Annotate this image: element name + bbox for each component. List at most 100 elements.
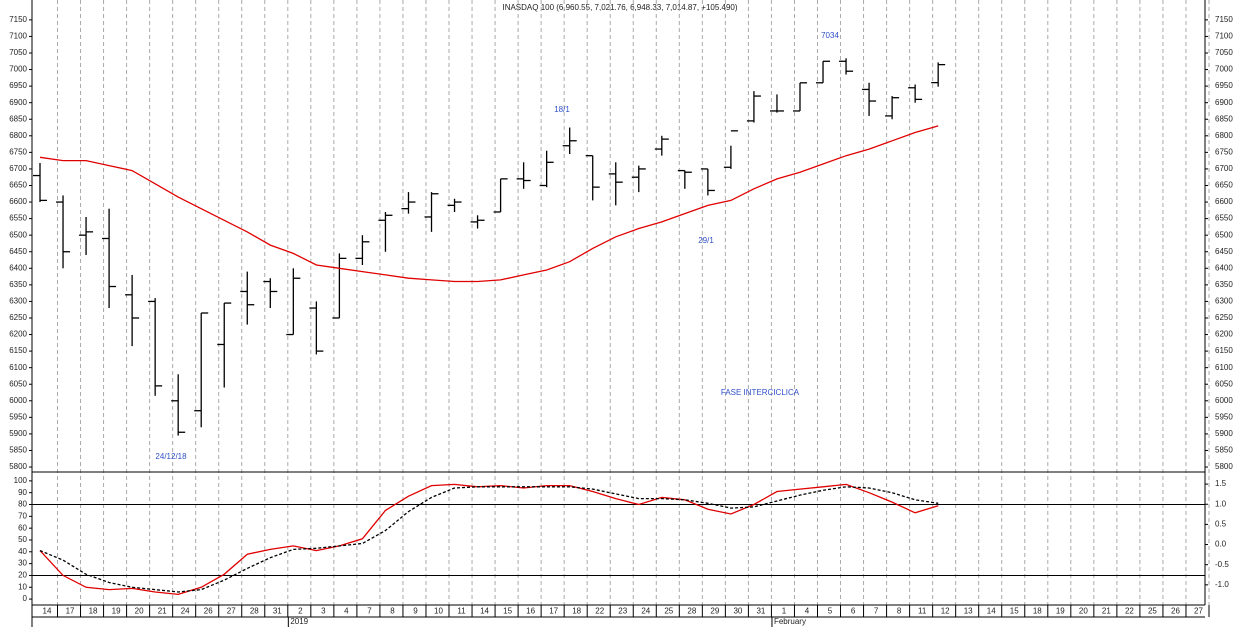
annotation: 24/12/18 xyxy=(155,452,187,461)
x-group-label: February xyxy=(774,617,806,626)
y-tick-label: 6550 xyxy=(9,214,27,223)
y-tick-label: 7000 xyxy=(1215,65,1233,74)
x-tick-label: 7 xyxy=(367,607,372,616)
y-tick-label: 6750 xyxy=(1215,147,1233,156)
annotation: 29/1 xyxy=(698,236,714,245)
y-tick-label: 6800 xyxy=(1215,131,1233,140)
y-tick-label: 7150 xyxy=(9,15,27,24)
y-tick-label: 5950 xyxy=(9,412,27,421)
y-tick-label: 5900 xyxy=(1215,429,1233,438)
x-group-label: 2019 xyxy=(290,617,308,626)
y-tick-label: 100 xyxy=(14,476,28,485)
x-tick-label: 25 xyxy=(664,607,673,616)
y-tick-label: 6450 xyxy=(9,247,27,256)
y-tick-label: 6200 xyxy=(9,330,27,339)
y-tick-label: 6300 xyxy=(1215,297,1233,306)
x-tick-label: 2 xyxy=(298,607,303,616)
x-tick-label: 14 xyxy=(43,607,52,616)
y-tick-label: 5800 xyxy=(1215,462,1233,471)
annotation: 7034 xyxy=(821,31,839,40)
x-tick-label: 24 xyxy=(181,607,190,616)
y-tick-label: 40 xyxy=(18,547,27,556)
y-tick-label: 6550 xyxy=(1215,214,1233,223)
x-tick-label: 16 xyxy=(526,607,535,616)
y-tick-label: 90 xyxy=(18,488,27,497)
x-tick-label: 27 xyxy=(227,607,236,616)
y-tick-label: 6900 xyxy=(9,98,27,107)
x-tick-label: 23 xyxy=(618,607,627,616)
y-tick-label: 6850 xyxy=(9,114,27,123)
y-tick-label: 6300 xyxy=(9,297,27,306)
x-tick-label: 29 xyxy=(710,607,719,616)
x-tick-label: 20 xyxy=(1079,607,1088,616)
x-tick-label: 21 xyxy=(1102,607,1111,616)
y-tick-label: 60 xyxy=(18,523,27,532)
y-tick-label: 6350 xyxy=(1215,280,1233,289)
y-tick-label: 7100 xyxy=(1215,32,1233,41)
x-tick-label: 21 xyxy=(158,607,167,616)
y-tick-label: 0 xyxy=(23,594,28,603)
annotation: 18/1 xyxy=(554,105,570,114)
x-tick-label: 4 xyxy=(344,607,349,616)
y2-tick-label: 1.0 xyxy=(1215,499,1227,508)
y-tick-label: 6900 xyxy=(1215,98,1233,107)
x-tick-label: 19 xyxy=(112,607,121,616)
x-tick-label: 17 xyxy=(549,607,558,616)
x-tick-label: 24 xyxy=(641,607,650,616)
x-tick-label: 27 xyxy=(1194,607,1203,616)
x-tick-label: 7 xyxy=(874,607,879,616)
y-tick-label: 80 xyxy=(18,500,27,509)
x-tick-label: 14 xyxy=(987,607,996,616)
y-tick-label: 5850 xyxy=(9,446,27,455)
y-tick-label: 5850 xyxy=(1215,446,1233,455)
x-tick-label: 10 xyxy=(434,607,443,616)
y-tick-label: 6650 xyxy=(1215,181,1233,190)
x-tick-label: 1 xyxy=(782,607,787,616)
moving-average xyxy=(39,125,939,283)
y-tick-label: 6500 xyxy=(1215,230,1233,239)
y-tick-label: 6600 xyxy=(9,197,27,206)
x-tick-label: 30 xyxy=(733,607,742,616)
x-tick-label: 11 xyxy=(457,607,466,616)
y-tick-label: 6250 xyxy=(9,313,27,322)
y-tick-label: 6400 xyxy=(1215,263,1233,272)
x-tick-label: 17 xyxy=(66,607,75,616)
oscillator-line xyxy=(39,486,939,593)
y-tick-label: 6650 xyxy=(9,181,27,190)
x-tick-label: 31 xyxy=(273,607,282,616)
y-tick-label: 6700 xyxy=(1215,164,1233,173)
x-tick-label: 19 xyxy=(1056,607,1065,616)
x-tick-label: 20 xyxy=(135,607,144,616)
y-tick-label: 5800 xyxy=(9,462,27,471)
y-tick-label: 6950 xyxy=(1215,81,1233,90)
y-tick-label: 6950 xyxy=(9,81,27,90)
x-tick-label: 4 xyxy=(805,607,810,616)
y-tick-label: 7100 xyxy=(9,32,27,41)
y-tick-label: 6100 xyxy=(9,363,27,372)
y-tick-label: 7050 xyxy=(1215,48,1233,57)
x-tick-label: 6 xyxy=(851,607,856,616)
y-tick-label: 6050 xyxy=(9,379,27,388)
y-tick-label: 6000 xyxy=(1215,396,1233,405)
y-tick-label: 6350 xyxy=(9,280,27,289)
y-tick-label: 6250 xyxy=(1215,313,1233,322)
x-tick-label: 13 xyxy=(964,607,973,616)
y-tick-label: 6800 xyxy=(9,131,27,140)
y-tick-label: 6150 xyxy=(1215,346,1233,355)
y2-tick-label: 0.0 xyxy=(1215,540,1227,549)
y-tick-label: 6000 xyxy=(9,396,27,405)
y-tick-label: 5900 xyxy=(9,429,27,438)
y-tick-label: 5950 xyxy=(1215,412,1233,421)
y-tick-label: 6750 xyxy=(9,147,27,156)
x-tick-label: 8 xyxy=(897,607,902,616)
y-tick-label: 30 xyxy=(18,559,27,568)
y-tick-label: 70 xyxy=(18,511,27,520)
chart-title: INASDAQ 100 (6,960.55, 7,021.76, 6,948.3… xyxy=(502,3,737,12)
y-tick-label: 10 xyxy=(18,582,27,591)
x-tick-label: 31 xyxy=(756,607,765,616)
y-tick-label: 7000 xyxy=(9,65,27,74)
x-tick-label: 5 xyxy=(828,607,833,616)
y-tick-label: 6400 xyxy=(9,263,27,272)
